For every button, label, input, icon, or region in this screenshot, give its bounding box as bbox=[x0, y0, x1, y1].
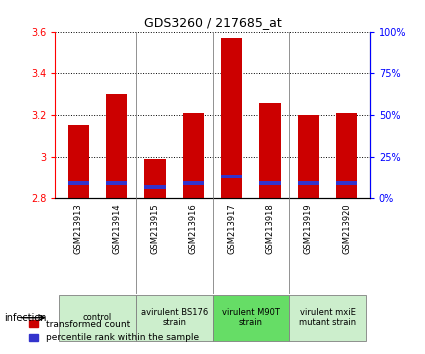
Text: avirulent BS176
strain: avirulent BS176 strain bbox=[141, 308, 208, 327]
Bar bbox=[59, 295, 136, 341]
Text: control: control bbox=[83, 313, 112, 322]
Bar bbox=[298, 115, 319, 198]
Text: GSM213920: GSM213920 bbox=[342, 203, 351, 254]
Bar bbox=[260, 181, 280, 184]
Bar bbox=[183, 113, 204, 198]
Bar bbox=[289, 295, 366, 341]
Bar bbox=[68, 125, 89, 198]
Bar bbox=[221, 175, 242, 178]
Text: GSM213916: GSM213916 bbox=[189, 203, 198, 254]
Text: GSM213918: GSM213918 bbox=[266, 203, 275, 254]
Legend: transformed count, percentile rank within the sample: transformed count, percentile rank withi… bbox=[26, 316, 202, 346]
Text: virulent mxiE
mutant strain: virulent mxiE mutant strain bbox=[299, 308, 356, 327]
Text: GSM213919: GSM213919 bbox=[304, 203, 313, 254]
Text: GSM213915: GSM213915 bbox=[150, 203, 159, 254]
Bar bbox=[260, 103, 280, 198]
Text: GSM213914: GSM213914 bbox=[112, 203, 121, 254]
Bar bbox=[136, 295, 212, 341]
Text: GSM213917: GSM213917 bbox=[227, 203, 236, 254]
Bar bbox=[212, 295, 289, 341]
Title: GDS3260 / 217685_at: GDS3260 / 217685_at bbox=[144, 16, 281, 29]
Bar bbox=[106, 94, 127, 198]
Text: infection: infection bbox=[4, 313, 47, 323]
Bar bbox=[144, 185, 165, 189]
Bar bbox=[68, 181, 89, 184]
Bar bbox=[144, 159, 165, 198]
Bar bbox=[183, 181, 204, 184]
Text: GSM213913: GSM213913 bbox=[74, 203, 83, 254]
Bar bbox=[106, 181, 127, 184]
Bar bbox=[336, 181, 357, 184]
Text: virulent M90T
strain: virulent M90T strain bbox=[222, 308, 280, 327]
Bar bbox=[298, 181, 319, 184]
Bar bbox=[336, 113, 357, 198]
Bar bbox=[221, 38, 242, 198]
